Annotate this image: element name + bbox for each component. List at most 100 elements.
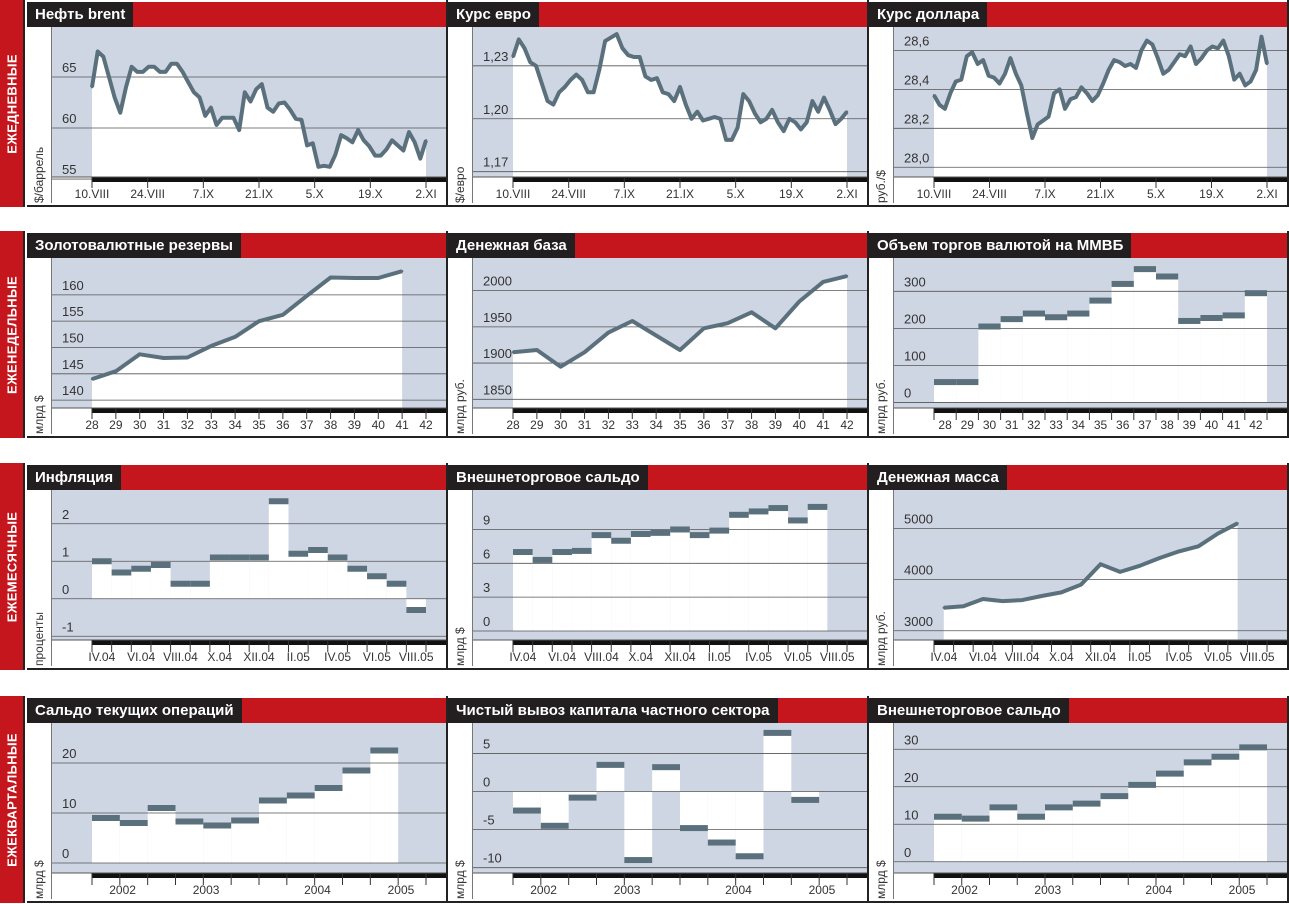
step-bar [367,573,387,580]
x-axis-bar [92,873,446,878]
bar-fill [1128,784,1156,862]
data-point [684,103,687,106]
chart-title: Инфляция [27,465,122,490]
x-tick-label: 2.XI [1256,187,1277,201]
x-tick-label: 24.VIII [551,187,586,201]
step-bar [532,556,553,563]
x-tick-label: 32 [602,418,616,432]
y-tick-label: 20 [904,770,918,785]
y-axis-title-area: млрд руб. [448,258,473,434]
chart-panel: Денежная база 1850 1900 1950 2000 28 29 30 31 32 3… [448,231,869,438]
data-point [750,311,753,314]
data-point [932,93,936,97]
step-bar [286,792,315,799]
area-fill [934,36,1267,178]
y-tick-label: 3000 [904,614,933,629]
data-point [626,54,630,57]
y-tick-label: 300 [904,274,926,289]
bar-fill [1211,756,1240,862]
step-bar [748,508,769,515]
bar-fill [532,559,553,631]
chart-svg: 0 10 20 30 2002 2003 2004 2005 [894,723,1287,897]
chart-panel: Внешнеторговое сальдо 0 3 6 9 IV.04 VI.04 VIII.… [448,463,869,670]
x-tick-label: 42 [419,418,433,432]
x-tick-label: 37 [1138,418,1152,432]
data-point [1178,53,1181,56]
bar-fill [286,795,315,863]
chart-panel: Курс доллара 28,0 28,2 28,4 28,6 10.VIII 24.VI… [869,0,1289,207]
data-point [987,74,990,77]
data-point [747,99,751,103]
bar-fill [540,791,569,826]
data-point [1189,45,1192,48]
step-bar [707,839,736,846]
y-axis-title: млрд руб. [874,611,888,666]
y-tick-label: 0 [904,845,911,860]
bar-fill [978,326,1001,403]
step-bar [1200,315,1223,321]
x-tick-label: 7.IX [1034,187,1055,201]
x-tick-label: 36 [276,418,290,432]
step-bar [406,607,426,613]
y-tick-label: 200 [904,311,926,326]
x-tick-label: 28 [506,418,520,432]
chart-header: Денежная масса [869,465,1287,490]
x-tick-label: X.04 [1049,650,1074,664]
bar-fill [147,808,176,863]
data-point [828,108,831,112]
data-point [147,65,150,68]
data-point [821,280,825,284]
step-bar [768,505,789,512]
data-point [960,78,963,81]
step-bar [268,498,289,505]
x-tick-label: 35 [252,418,266,432]
data-point [368,145,371,148]
data-point [204,114,207,117]
step-bar [709,527,730,534]
data-point [552,103,555,106]
bar-fill [788,520,808,631]
x-tick-label: 10.VIII [75,187,110,201]
bar-fill [209,557,230,599]
x-tick-label: 33 [205,418,219,432]
data-point [1183,55,1187,58]
data-point [1167,68,1170,72]
step-bar [934,813,962,820]
y-tick-label: -1 [62,619,74,634]
chart-header: Чистый вывоз капитала частного сектора [448,698,867,723]
data-point [1194,62,1198,66]
data-point [998,82,1001,85]
x-tick-label: VIII.05 [1240,650,1275,664]
y-tick-label: 1,20 [483,102,508,117]
data-point [765,117,768,120]
data-point [774,327,777,330]
x-tick-label: 30 [133,418,147,432]
bar-fill [624,791,653,861]
y-axis-title-area: млрд $ [448,490,473,666]
step-bar [190,580,210,587]
data-point [569,78,572,82]
data-point [713,115,716,119]
y-tick-label: 2 [62,507,69,522]
x-tick-label: 40 [793,418,807,432]
x-tick-label: 42 [1249,418,1263,432]
data-point [1079,583,1083,586]
data-point [232,116,235,120]
data-point [621,46,624,50]
data-point [962,605,965,608]
step-bar [571,547,592,554]
bar-fill [729,514,749,631]
data-point [535,348,539,352]
data-point [90,377,94,381]
data-point [1205,49,1209,52]
data-point [345,137,348,140]
step-bar [735,853,764,860]
data-point [215,123,218,127]
data-point [339,133,343,137]
data-point [673,99,676,103]
x-tick-label: 34 [1072,418,1086,432]
bar-fill [1133,269,1156,403]
x-tick-label: 31 [1005,418,1019,432]
x-tick-label: 40 [372,418,386,432]
data-point [1031,136,1034,140]
